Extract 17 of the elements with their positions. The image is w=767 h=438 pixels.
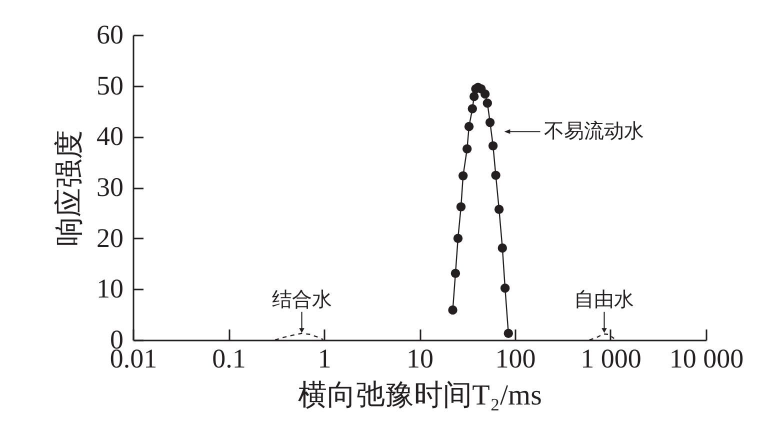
y-tick-label: 60 xyxy=(96,20,124,50)
y-tick-label: 40 xyxy=(96,121,124,152)
annotation: 结合水 xyxy=(272,288,332,311)
y-tick-label: 20 xyxy=(96,222,124,253)
y-axis-title: 响应强度 xyxy=(54,130,86,246)
x-axis-title: 横向弛豫时间T₂/ms xyxy=(298,380,542,412)
x-tick-label: 100 xyxy=(495,344,536,374)
x-tick-label: 1 000 xyxy=(580,344,642,374)
x-tick-label: 1 xyxy=(318,344,332,374)
y-tick-label: 30 xyxy=(96,172,124,202)
annotation: 自由水 xyxy=(574,288,634,311)
y-tick-label: 50 xyxy=(96,70,124,100)
y-tick-label: 10 xyxy=(96,274,124,304)
x-tick-label: 10 000 xyxy=(669,344,744,374)
x-tick-label: 10 xyxy=(406,344,434,374)
x-tick-label: 0.1 xyxy=(212,344,246,374)
annotation: 不易流动水 xyxy=(544,120,644,143)
